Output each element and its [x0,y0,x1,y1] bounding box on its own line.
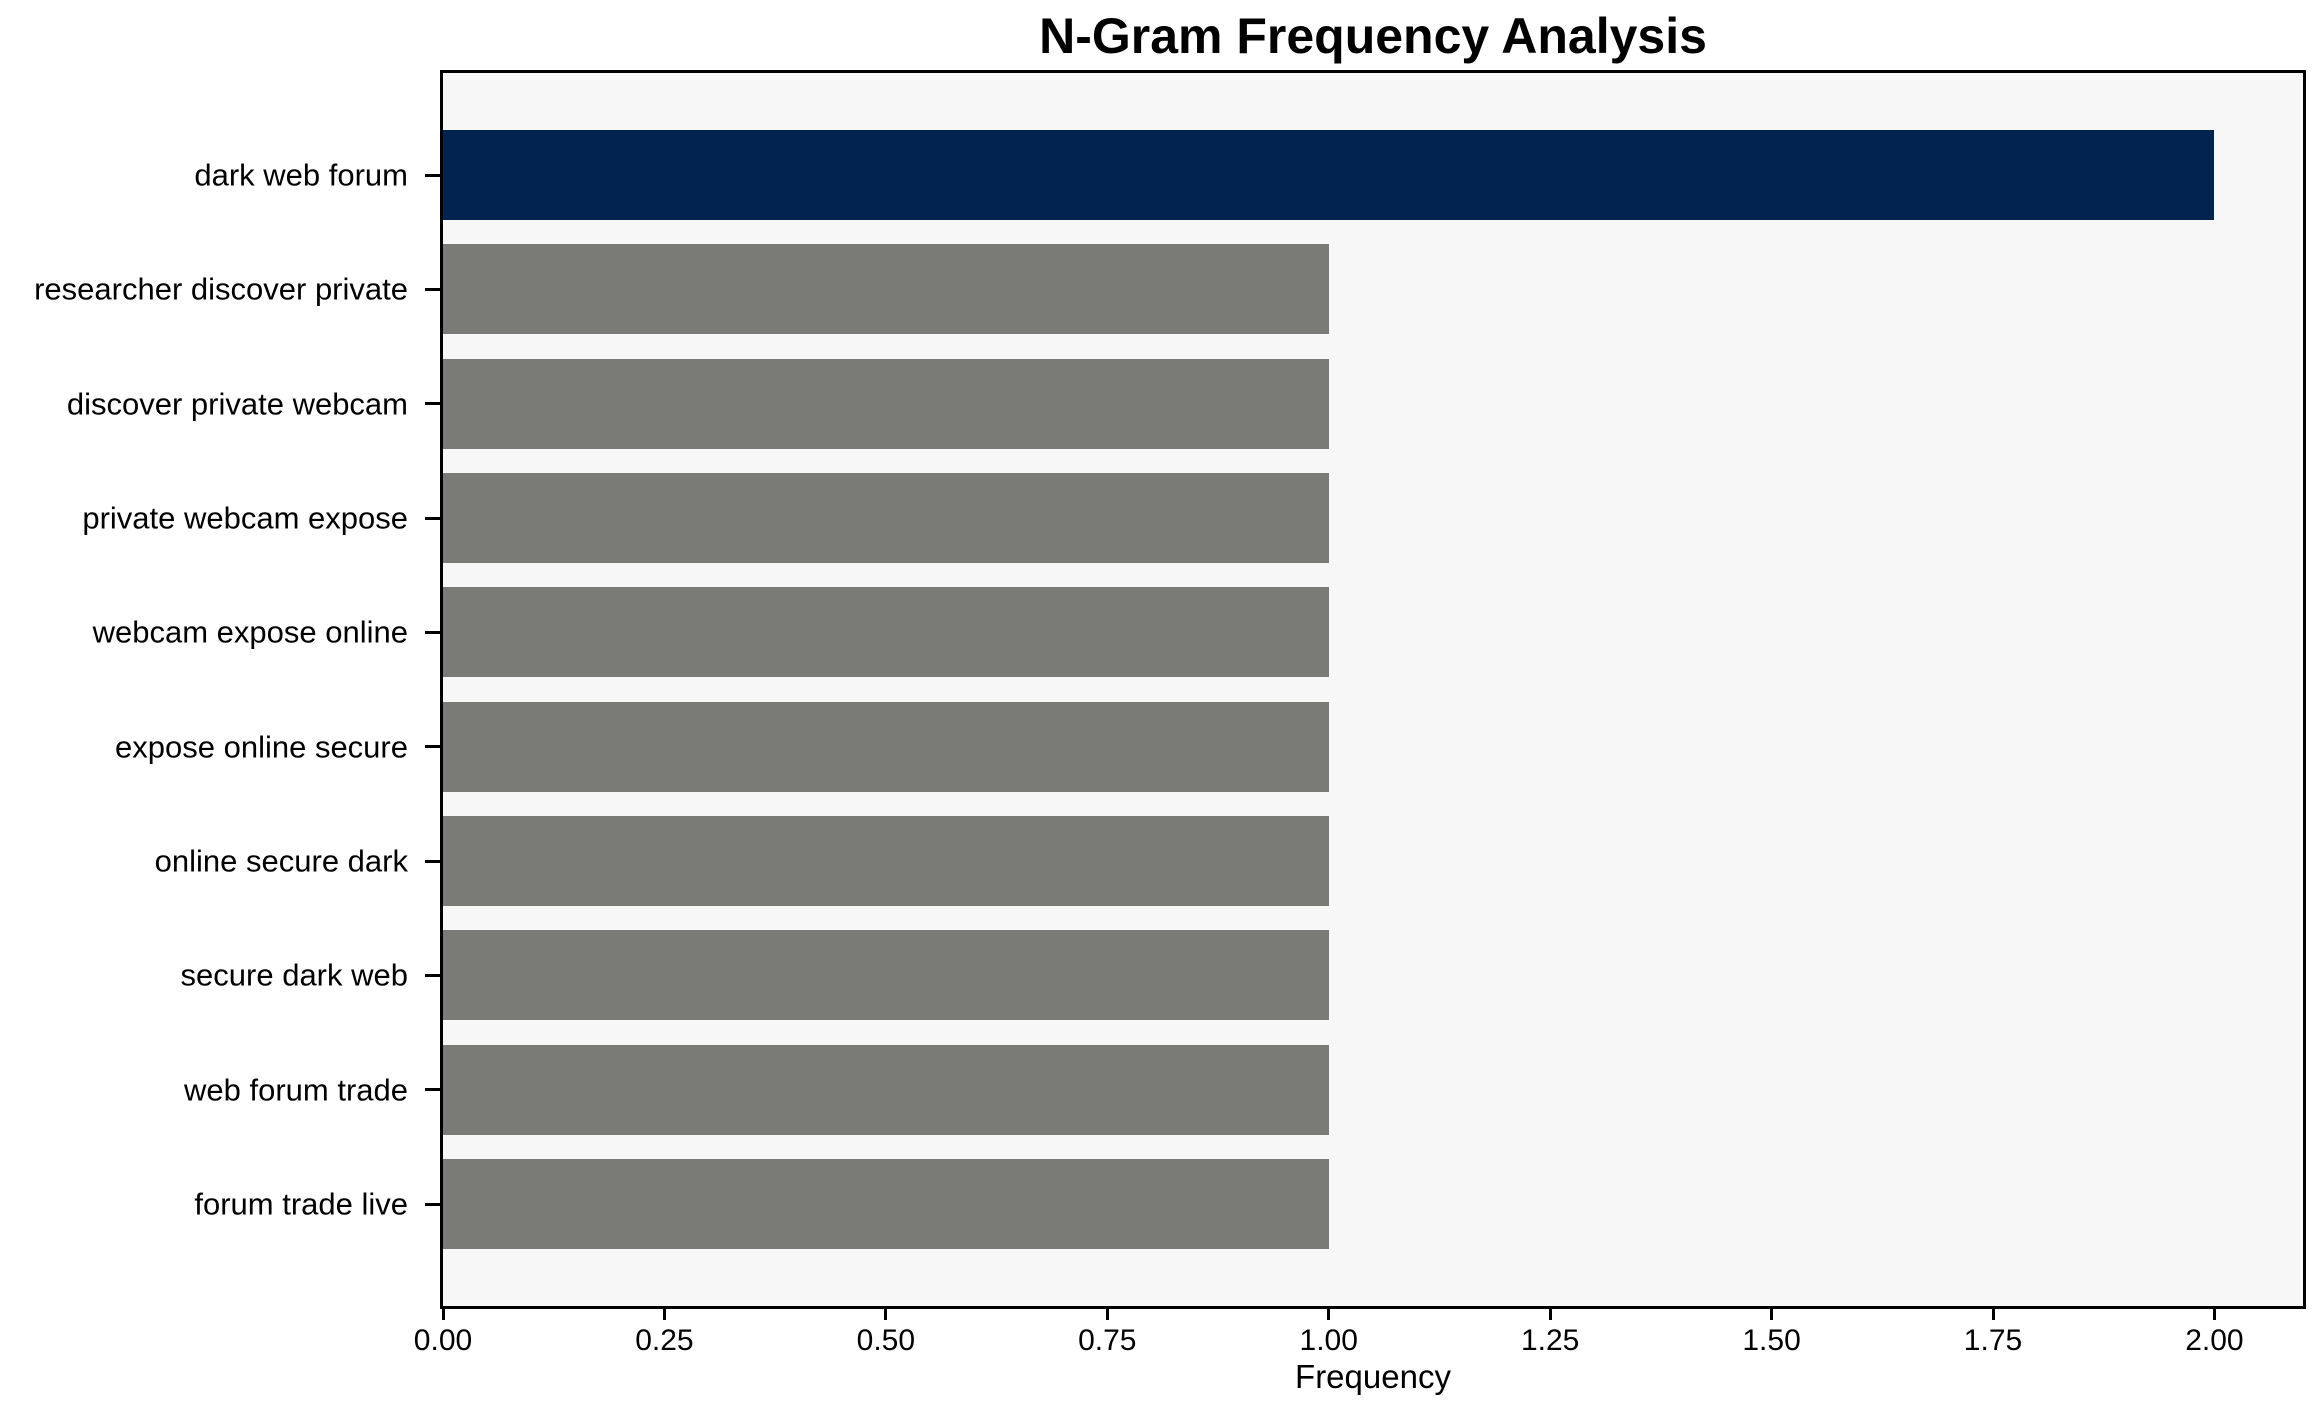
y-tick-mark [425,402,440,406]
x-tick-mark [441,1306,445,1320]
x-tick-mark [662,1306,666,1320]
y-tick-label: online secure dark [154,843,408,879]
x-tick-label: 0.00 [413,1324,473,1357]
y-tick-label: forum trade live [194,1186,408,1222]
bar [443,473,1329,563]
y-tick-label: researcher discover private [34,271,408,307]
bar [443,816,1329,906]
bar [443,1159,1329,1249]
x-tick-label: 2.00 [2185,1324,2244,1357]
bar [443,130,2215,220]
x-axis-label: Frequency [1295,1358,1451,1395]
plot-area [440,70,2306,1309]
y-tick-label: expose online secure [115,729,408,765]
y-tick-mark [425,287,440,291]
bar [443,358,1329,449]
y-tick-mark [425,630,440,634]
y-tick-label: web forum trade [184,1072,408,1108]
x-tick-label: 0.25 [635,1324,694,1357]
x-tick-label: 1.00 [1299,1324,1358,1357]
bar [443,1044,1329,1135]
y-tick-mark [425,1088,440,1092]
y-tick-label: private webcam expose [82,500,408,536]
y-tick-label: webcam expose online [92,614,408,650]
bar [443,244,1329,335]
x-tick-mark [1770,1306,1774,1320]
x-tick-mark [2212,1306,2216,1320]
bar [443,587,1329,678]
y-tick-mark [425,173,440,177]
y-tick-label: dark web forum [194,157,408,193]
y-tick-mark [425,745,440,749]
x-tick-mark [1991,1306,1995,1320]
y-tick-mark [425,859,440,863]
bar [443,930,1329,1021]
x-tick-mark [1327,1306,1331,1320]
y-tick-label: discover private webcam [66,386,408,422]
y-tick-mark [425,973,440,977]
chart-title: N-Gram Frequency Analysis [1039,8,1707,64]
x-tick-label: 1.50 [1742,1324,1801,1357]
x-tick-label: 1.75 [1963,1324,2023,1357]
y-tick-mark [425,516,440,520]
x-tick-mark [1105,1306,1109,1320]
y-tick-mark [425,1202,440,1206]
bar [443,701,1329,792]
x-tick-label: 0.75 [1078,1324,1137,1357]
x-tick-mark [884,1306,888,1320]
x-tick-mark [1548,1306,1552,1320]
x-tick-label: 0.50 [856,1324,916,1357]
y-tick-label: secure dark web [180,957,408,993]
x-tick-label: 1.25 [1520,1324,1580,1357]
